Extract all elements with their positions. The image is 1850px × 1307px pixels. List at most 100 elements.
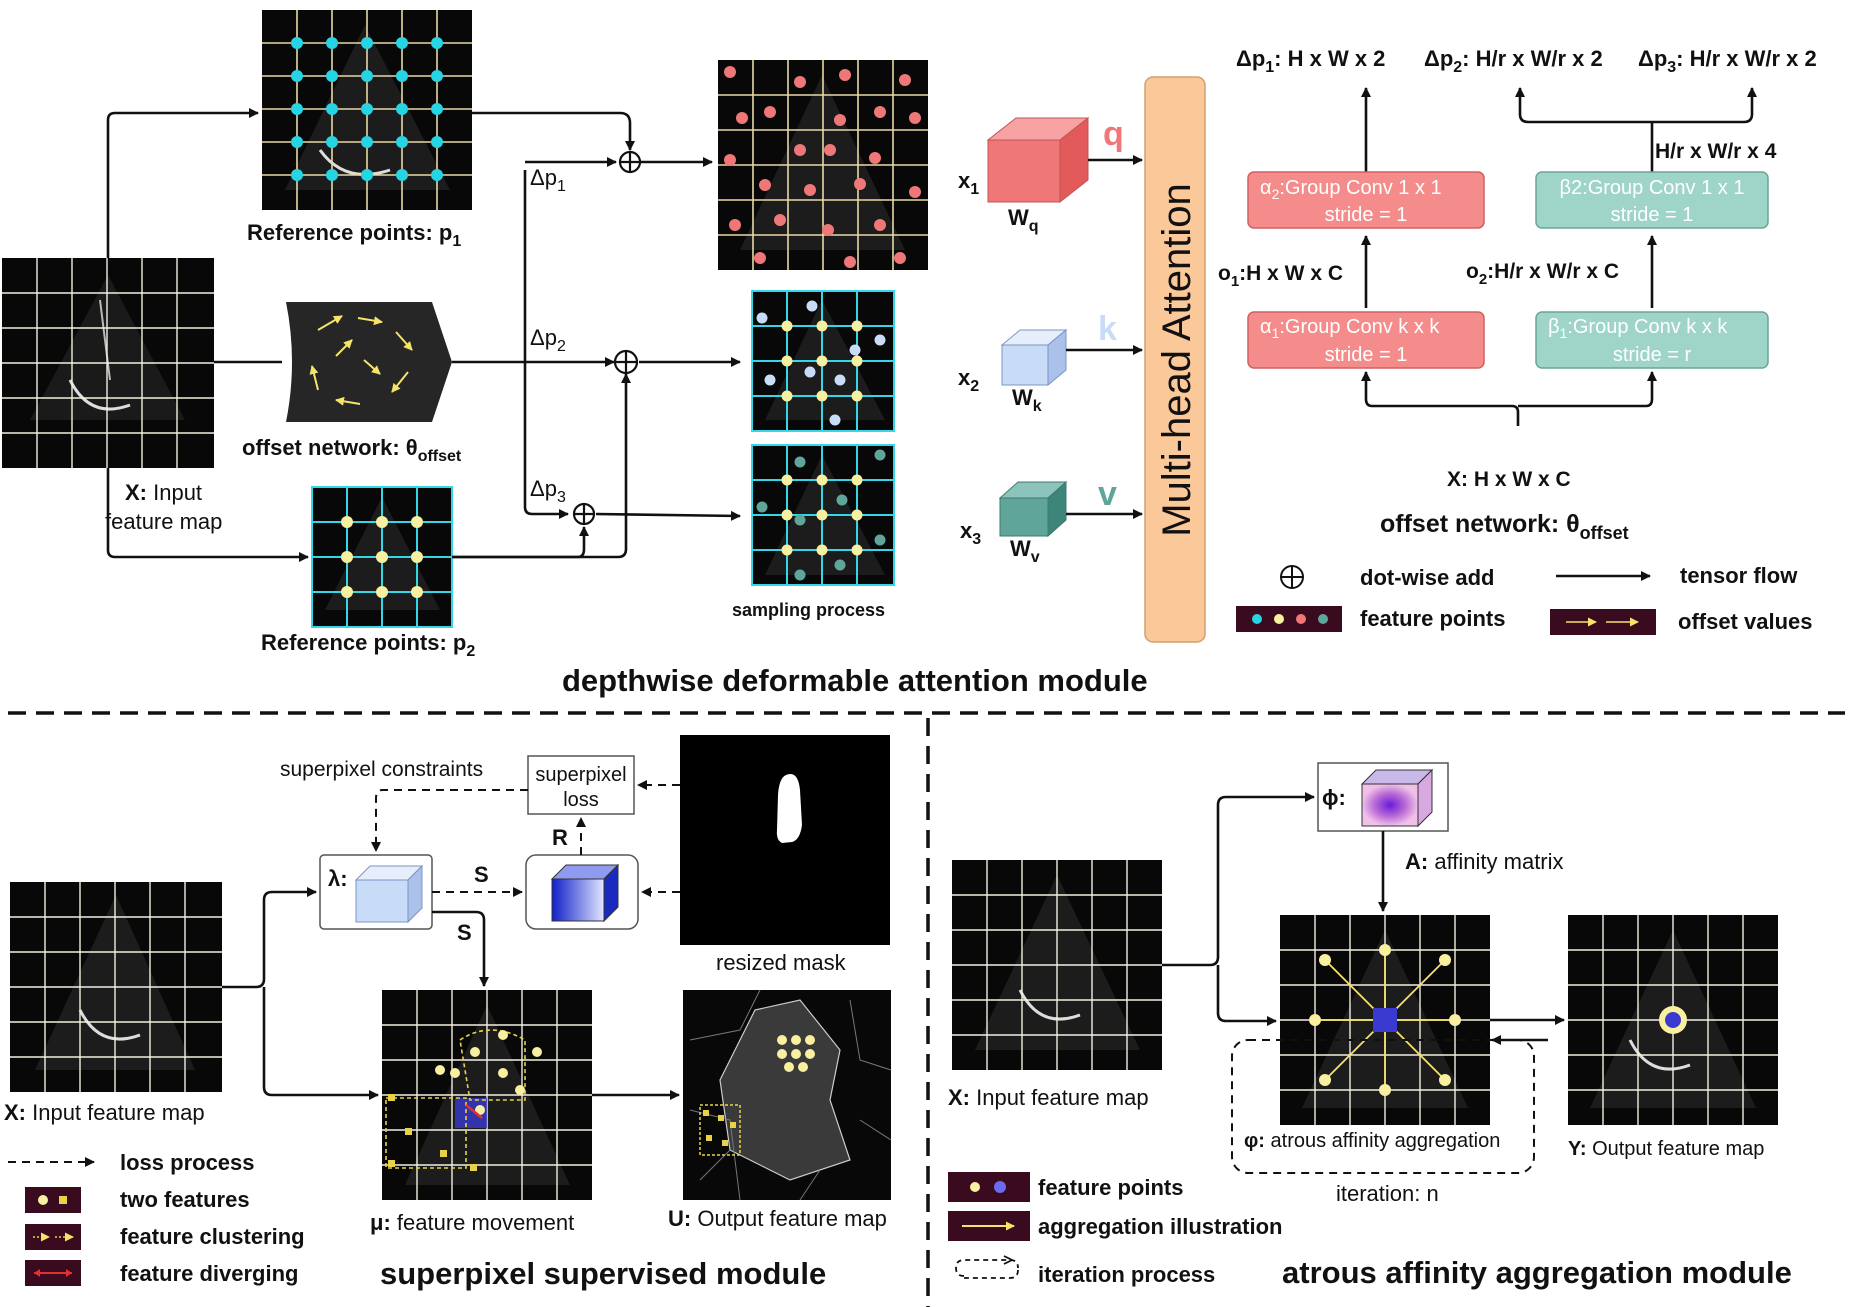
q-symbol: q [1103,115,1124,153]
feature-movement-label: μ: feature movement [370,1210,574,1235]
legend-feature-clustering: feature clustering [120,1224,305,1249]
superpixel-flow-lines [222,780,680,1100]
x1-label: x1 [958,168,979,198]
offset-network-block [286,302,452,422]
s-label-top: S [474,862,489,887]
wv-cube [998,480,1068,538]
alpha2-line1: α2:Group Conv 1 x 1 [1260,177,1442,202]
legend-atrous-feature-points: feature points [1038,1175,1183,1200]
k-symbol: k [1098,310,1117,348]
delta-p2-shape: Δp2: H/r x W/r x 2 [1424,46,1603,76]
alpha1-line2: stride = 1 [1325,344,1408,366]
legend-loss-process: loss process [120,1150,255,1175]
wq-label: Wq [1008,205,1039,235]
atrous-legend [948,1172,1030,1279]
alpha2-group-conv-box [1247,171,1485,229]
superpixel-loss-line1: superpixel [535,764,626,786]
alpha1-line1: α1:Group Conv k x k [1260,316,1440,341]
atrous-output-map [1568,915,1778,1125]
s-label-bottom: S [457,920,472,945]
iteration-n-label: iteration: n [1336,1181,1439,1206]
delta-p1-shape: Δp1: H x W x 2 [1236,46,1385,76]
reference-points-p2-label: Reference points: p2 [261,630,475,660]
phi-gradient-cube [1360,768,1434,828]
wk-cube [1000,328,1068,387]
superpixel-module-title: superpixel supervised module [380,1256,826,1291]
o1-shape-label: o1:H x W x C [1218,262,1343,290]
legend-iteration-process: iteration process [1038,1262,1215,1287]
superpixel-input-label: X: Input feature map [4,1100,205,1125]
x3-label: x3 [960,518,981,548]
superpixel-legend [8,1157,95,1286]
wv-label: Wv [1010,536,1040,566]
atrous-output-label: Y: Output feature map [1568,1138,1764,1160]
superpixel-input-map [10,882,222,1092]
delta-p2-label: Δp2 [530,325,566,355]
superpixel-output-map [683,989,892,1201]
beta1-group-conv-box [1535,311,1769,369]
resized-mask-image [680,735,890,945]
input-feature-map-label: X: Input [125,480,202,505]
atrous-input-map [952,860,1162,1070]
legend-aggregation-illustration: aggregation illustration [1038,1214,1282,1239]
r-label: R [552,825,568,850]
o2-shape-label: o2:H/r x W/r x C [1466,260,1619,288]
legend-tensor-flow: tensor flow [1680,563,1798,588]
reference-points-p1-label: Reference points: p1 [247,220,461,250]
delta-p3-label: Δp3 [530,476,566,506]
sampled-map-v [751,444,895,586]
offset-network-detail [1247,87,1769,426]
x2-label: x2 [958,365,979,395]
beta1-line2: stride = r [1613,344,1692,366]
superpixel-output-label: U: Output feature map [668,1206,887,1231]
multi-head-attention-label: Multi-head Attention [1155,183,1199,537]
wq-cube [986,116,1090,204]
input-feature-map-top [2,258,214,468]
sampled-map-q [718,60,928,270]
beta1-line1: β1:Group Conv k x k [1548,316,1728,341]
beta2-line2: stride = 1 [1611,204,1694,226]
depthwise-module-title: depthwise deformable attention module [562,663,1148,698]
alpha1-group-conv-box [1247,311,1485,369]
offset-values-swatch [1550,609,1656,635]
wk-label: Wk [1012,385,1042,415]
feature-points-legend-swatch [948,1172,1030,1202]
feature-movement-map [382,990,592,1200]
top-legend [1236,565,1656,635]
iteration-process-icon [955,1259,1019,1277]
top-flow-lines [106,108,741,562]
lambda-label: λ: [328,866,348,891]
legend-feature-diverging: feature diverging [120,1261,298,1286]
legend-feature-points: feature points [1360,606,1505,631]
offset-network-label: offset network: θoffset [242,435,462,465]
reference-points-p2-map [311,486,453,628]
v-symbol: v [1098,475,1117,513]
sampled-map-k [751,290,895,432]
phi-label: ϕ: [1322,785,1346,810]
superpixel-loss-box [527,755,635,815]
h4-shape-label: H/r x W/r x 4 [1655,140,1777,163]
resized-mask-label: resized mask [716,950,847,975]
multi-head-attention-block [1144,76,1206,643]
beta2-group-conv-box [1535,171,1769,229]
atrous-flow-lines [1162,792,1565,1045]
delta-p1-label: Δp1 [530,165,566,195]
atrous-aggregation-map [1280,915,1490,1125]
superpixel-constraints-label: superpixel constraints [280,758,483,781]
lambda-cube [354,864,424,924]
legend-dot-wise-add: dot-wise add [1360,565,1494,590]
delta-p3-shape: Δp3: H/r x W/r x 2 [1638,46,1817,76]
superpixel-loss-line2: loss [563,789,599,811]
legend-two-features: two features [120,1187,250,1212]
x-input-shape-label: X: H x W x C [1447,468,1571,491]
dot-wise-add-nodes [572,150,642,526]
input-feature-map-label-line2: feature map [105,509,222,534]
atrous-input-label: X: Input feature map [948,1085,1149,1110]
two-features-swatch [25,1187,81,1213]
affinity-matrix-label: A: affinity matrix [1405,849,1564,874]
sampling-process-label: sampling process [732,600,885,620]
dot-wise-add-icon [1280,565,1304,589]
atrous-aggregation-label: φ: atrous affinity aggregation [1244,1130,1500,1152]
atrous-module-title: atrous affinity aggregation module [1282,1255,1792,1290]
